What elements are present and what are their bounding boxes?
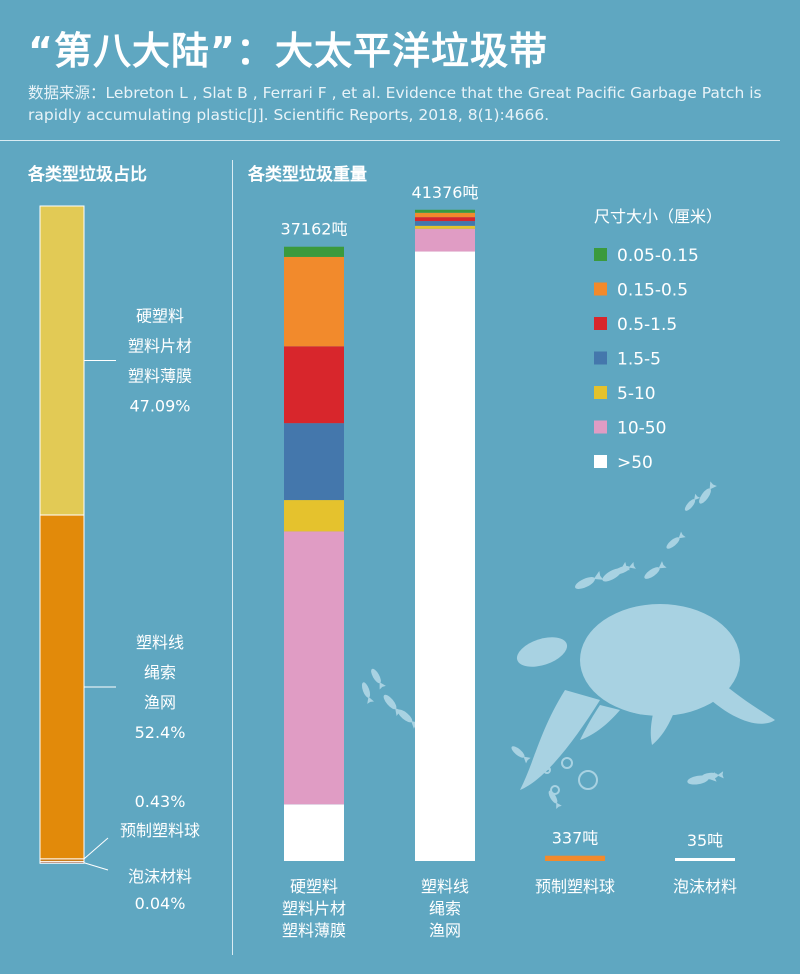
weight-bar-0-segment-3 [284, 423, 344, 501]
fish-icon [666, 531, 686, 549]
size-legend: 尺寸大小（厘米） 0.05-0.15 0.15-0.5 0.5-1.5 1.5-5 5-1… [594, 207, 722, 473]
weight-total-label-1: 41376吨 [412, 183, 479, 202]
weight-total-label-3: 35吨 [687, 831, 723, 850]
weight-bar-3-segment-6 [675, 858, 735, 861]
fish-icon [511, 746, 531, 764]
weight-category-label-0: 塑料薄膜 [282, 921, 346, 940]
weight-bar-0-segment-0 [284, 246, 344, 257]
fish-icon [361, 682, 375, 704]
weight-bar-1-segment-5 [415, 228, 475, 252]
header-divider [0, 140, 780, 141]
weight-category-label-3: 泡沫材料 [673, 877, 737, 896]
weight-bar-1-segment-3 [415, 221, 475, 226]
share-category-label-0: 塑料薄膜 [128, 367, 192, 386]
fish-icon [684, 493, 701, 511]
legend-swatch-2 [594, 317, 607, 330]
share-leader-line-2 [83, 837, 109, 860]
section-divider [232, 160, 233, 955]
fish-icon [701, 771, 724, 780]
legend-label-5: 10-50 [617, 419, 666, 439]
weight-category-label-2: 预制塑料球 [535, 877, 615, 896]
share-category-label-1: 塑料线 [136, 633, 184, 652]
weight-bar-0-segment-2 [284, 346, 344, 424]
legend-title: 尺寸大小（厘米） [594, 207, 722, 226]
legend-swatch-3 [594, 351, 607, 365]
weight-bar-0-segment-6 [284, 804, 344, 861]
bubbles-illustration [543, 757, 598, 795]
fish-icon [371, 668, 386, 690]
share-segment-1 [39, 514, 85, 860]
share-category-label-0: 塑料片材 [128, 337, 192, 356]
share-value-label-0: 47.09% [129, 397, 190, 416]
fish-icon [548, 790, 562, 809]
legend-label-0: 0.05-0.15 [617, 246, 699, 266]
weight-bar-1-segment-1 [415, 212, 475, 218]
share-category-label-0: 硬塑料 [136, 307, 184, 326]
legend-swatch-6 [594, 455, 607, 468]
legend-swatch-0 [594, 248, 607, 261]
share-category-label-1: 绳索 [144, 663, 176, 682]
share-value-label-2: 0.43% [135, 792, 186, 811]
sea-turtle-illustration [516, 604, 775, 790]
page-title: “第八大陆”：大太平洋垃圾带 [28, 29, 548, 73]
share-category-label-1: 渔网 [144, 693, 176, 712]
weight-total-label-2: 337吨 [552, 829, 599, 848]
weight-bar-1-segment-6 [415, 251, 475, 861]
share-chart-title: 各类型垃圾占比 [28, 165, 147, 185]
fish-school-illustration [361, 481, 724, 809]
weight-bar-2-segment-1 [545, 855, 605, 861]
fish-icon [575, 571, 604, 589]
legend-swatch-4 [594, 386, 607, 399]
share-category-label-3: 泡沫材料 [128, 867, 192, 886]
fish-icon [644, 561, 667, 579]
weight-chart-title: 各类型垃圾重量 [248, 165, 367, 185]
fish-icon [614, 561, 636, 575]
legend-label-1: 0.15-0.5 [617, 281, 688, 301]
weight-category-label-0: 塑料片材 [282, 899, 346, 918]
share-value-label-3: 0.04% [135, 894, 186, 913]
share-segment-3 [39, 861, 85, 864]
weight-bar-1-segment-4 [415, 225, 475, 229]
weight-bar-0-segment-1 [284, 256, 344, 347]
weight-category-label-0: 硬塑料 [290, 877, 338, 896]
data-source-citation: 数据来源：Lebreton L , Slat B , Ferrari F , e… [28, 84, 762, 124]
share-segment-0 [39, 205, 85, 516]
legend-label-3: 1.5-5 [617, 350, 661, 370]
legend-label-6: >50 [617, 453, 653, 473]
weight-bar-0-segment-4 [284, 500, 344, 532]
legend-label-4: 5-10 [617, 384, 656, 404]
weight-total-label-0: 37162吨 [281, 220, 348, 239]
legend-swatch-5 [594, 420, 607, 434]
weight-bar-0-segment-5 [284, 531, 344, 805]
weight-bar-1-segment-2 [415, 217, 475, 222]
weight-bar-1-segment-0 [415, 209, 475, 213]
weight-category-label-1: 塑料线 [421, 877, 469, 896]
weight-category-label-1: 绳索 [429, 899, 461, 918]
share-leader-line-3 [83, 862, 109, 871]
legend-swatch-1 [594, 282, 607, 296]
legend-label-2: 0.5-1.5 [617, 315, 677, 335]
share-category-label-2: 预制塑料球 [120, 821, 200, 840]
fish-icon [699, 481, 717, 504]
weight-category-label-1: 渔网 [429, 921, 461, 940]
share-value-label-1: 52.4% [135, 723, 186, 742]
